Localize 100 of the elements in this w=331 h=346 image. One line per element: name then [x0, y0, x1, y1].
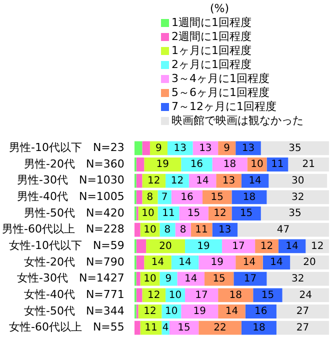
- bar: [266, 190, 329, 204]
- data-label: 16: [190, 159, 204, 170]
- data-label: 17: [244, 273, 257, 284]
- bar: [134, 222, 140, 237]
- data-label: 12: [170, 175, 184, 186]
- legend-label: 2ヶ月に1回程度: [172, 58, 252, 72]
- bar: [144, 158, 182, 172]
- data-label: 14: [151, 257, 164, 268]
- bar: [169, 320, 199, 335]
- data-label: 32: [292, 192, 304, 203]
- bar: [253, 288, 282, 302]
- data-label: 20: [159, 240, 172, 252]
- data-label: 11: [195, 224, 208, 236]
- bar: [260, 141, 329, 156]
- data-label: 14: [286, 240, 298, 252]
- data-label: 10: [168, 290, 182, 301]
- bar: [171, 256, 199, 270]
- bar: [218, 141, 236, 156]
- data-label: 14: [178, 257, 192, 268]
- bar: [238, 222, 329, 237]
- data-label: 16: [180, 192, 194, 203]
- data-label: 4: [162, 322, 169, 334]
- bar: [262, 256, 290, 270]
- data-label: 12: [214, 208, 226, 220]
- data-label: 11: [144, 322, 158, 334]
- bar: [212, 158, 248, 172]
- y-tick-label: 女性-10代以下 N=59: [8, 239, 124, 252]
- bar: [232, 190, 267, 204]
- data-label: 14: [270, 257, 283, 268]
- data-label: 20: [303, 257, 316, 268]
- bar: [181, 304, 218, 318]
- y-tick-label: 女性-20代 N=790: [24, 255, 124, 268]
- y-tick-label: 男性-60代以上 N=228: [2, 222, 124, 236]
- bar: [146, 239, 185, 254]
- bar: [136, 174, 142, 188]
- bar: [136, 256, 144, 270]
- y-tick-label: 女性-60代以上 N=55: [8, 320, 124, 334]
- data-label: 10: [142, 208, 154, 220]
- data-label: 30: [292, 175, 304, 186]
- legend-label: 7～12ヶ月に1回程度: [172, 100, 276, 114]
- bar: [255, 239, 278, 254]
- legend-label: 2週間に1回程度: [172, 30, 252, 44]
- legend-label: 5～6ヶ月に1回程度: [172, 86, 270, 100]
- data-label: 22: [214, 322, 226, 334]
- bar: [144, 256, 172, 270]
- y-tick-label: 女性-50代 N=344: [24, 304, 124, 318]
- data-label: 15: [210, 192, 224, 203]
- data-label: 13: [222, 175, 236, 186]
- data-label: 27: [296, 306, 310, 318]
- bar: [276, 304, 329, 318]
- y-tick-label: 男性-20代 N=360: [24, 157, 124, 170]
- bar: [177, 272, 204, 286]
- data-label: 15: [261, 290, 274, 301]
- bar: [202, 190, 232, 204]
- bar: [216, 174, 242, 188]
- bar: [134, 320, 140, 335]
- bar: [188, 174, 216, 188]
- data-label: 12: [148, 290, 160, 301]
- bar: [212, 222, 238, 237]
- bar: [266, 158, 288, 172]
- data-label: 19: [197, 240, 210, 252]
- data-label: 19: [210, 257, 224, 268]
- data-label: 15: [240, 208, 253, 220]
- data-label: 21: [302, 159, 315, 170]
- bar: [198, 256, 236, 270]
- data-label: 7: [161, 192, 168, 203]
- data-label: 35: [288, 142, 302, 154]
- bar: [245, 304, 276, 318]
- bar: [218, 304, 246, 318]
- data-label: 19: [193, 306, 206, 318]
- data-label: 17: [232, 240, 245, 252]
- legend-label: 1週間に1回程度: [172, 16, 252, 30]
- data-label: 9: [156, 142, 162, 154]
- y-tick-label: 女性-30代 N=1427: [17, 272, 124, 285]
- data-label: 14: [225, 306, 238, 318]
- bar: [218, 288, 254, 302]
- data-label: 15: [187, 208, 200, 220]
- data-label: 12: [310, 240, 324, 252]
- data-label: 19: [156, 159, 169, 170]
- bar: [236, 141, 261, 156]
- data-label: 15: [178, 322, 190, 334]
- bar: [241, 320, 276, 335]
- bar: [140, 320, 162, 335]
- data-label: 12: [260, 240, 274, 252]
- bar: [260, 206, 329, 220]
- bar: [158, 190, 172, 204]
- bar: [167, 141, 193, 156]
- bar: [278, 239, 306, 254]
- bar: [185, 288, 218, 302]
- data-label: 17: [195, 290, 208, 301]
- bar: [276, 320, 329, 335]
- bar: [234, 272, 267, 286]
- data-label: 14: [196, 175, 209, 186]
- data-label: 10: [144, 273, 156, 284]
- bar: [134, 141, 142, 156]
- bar: [179, 206, 208, 220]
- data-label: 10: [165, 306, 178, 318]
- data-label: 24: [299, 290, 312, 301]
- y-tick-label: 男性-30代 N=1030: [17, 174, 124, 187]
- data-label: 32: [292, 273, 304, 284]
